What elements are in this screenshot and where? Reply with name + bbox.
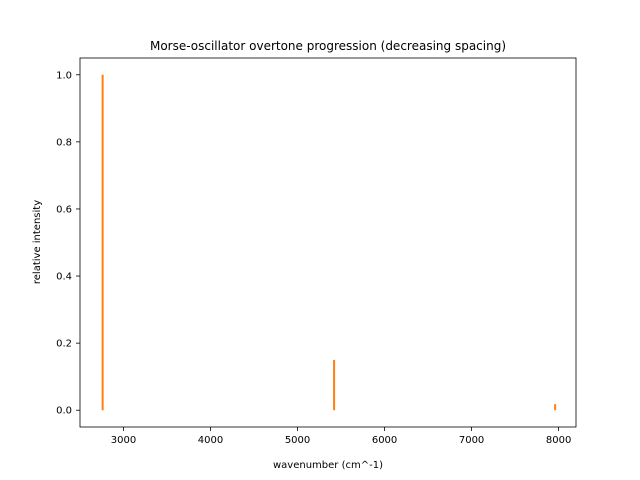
y-tick-label: 0.6 bbox=[56, 204, 72, 215]
x-axis-label: wavenumber (cm^-1) bbox=[273, 460, 383, 471]
y-tick-label: 0.2 bbox=[56, 339, 72, 350]
plot-area bbox=[79, 57, 577, 428]
y-tick-label: 0.0 bbox=[56, 406, 72, 417]
plot-frame bbox=[79, 57, 577, 428]
x-tick-label: 6000 bbox=[372, 435, 397, 446]
x-tick-label: 8000 bbox=[546, 435, 571, 446]
y-tick-label: 0.4 bbox=[56, 272, 72, 283]
x-tick-label: 5000 bbox=[285, 435, 310, 446]
y-axis-label: relative intensity bbox=[32, 200, 43, 284]
x-tick-label: 7000 bbox=[459, 435, 484, 446]
stem-series bbox=[101, 74, 557, 411]
y-axis: 0.0 0.2 0.4 0.6 0.8 1.0 bbox=[56, 70, 80, 417]
x-tick-label: 4000 bbox=[198, 435, 223, 446]
y-tick-label: 0.8 bbox=[56, 137, 72, 148]
y-tick-label: 1.0 bbox=[56, 70, 72, 81]
chart-title: Morse-oscillator overtone progression (d… bbox=[150, 39, 506, 53]
x-axis: 3000 4000 5000 6000 7000 8000 bbox=[111, 427, 571, 446]
x-tick-label: 3000 bbox=[111, 435, 136, 446]
